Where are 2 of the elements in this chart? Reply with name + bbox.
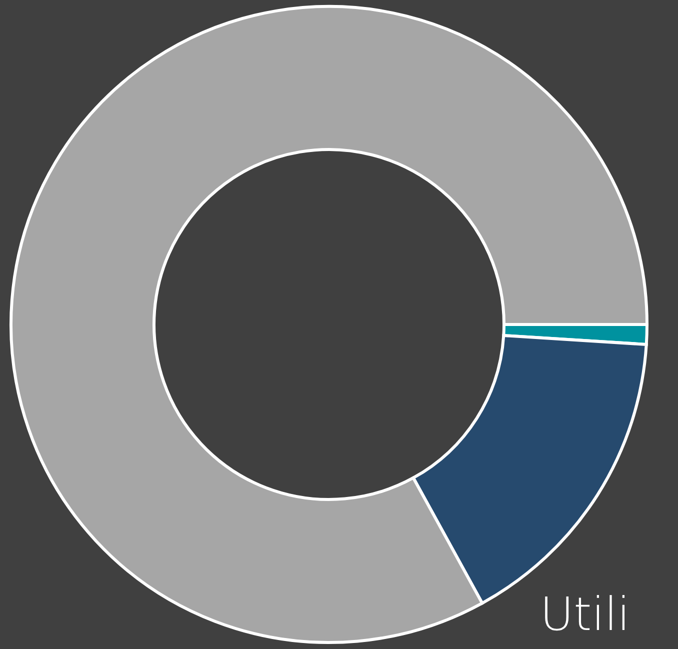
text: Utili xyxy=(540,587,630,641)
donut-slice xyxy=(10,5,648,644)
